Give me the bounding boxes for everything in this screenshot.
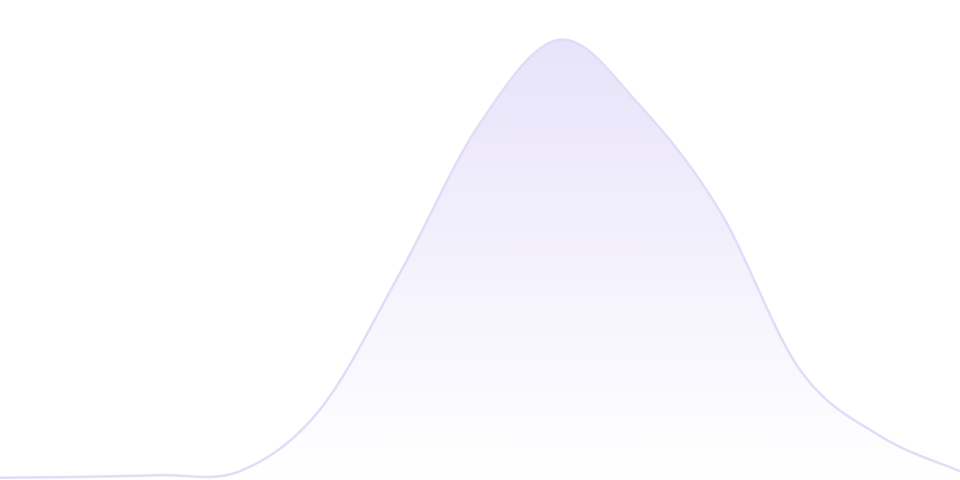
- series-line: [0, 38, 960, 480]
- area-fill: [0, 39, 960, 480]
